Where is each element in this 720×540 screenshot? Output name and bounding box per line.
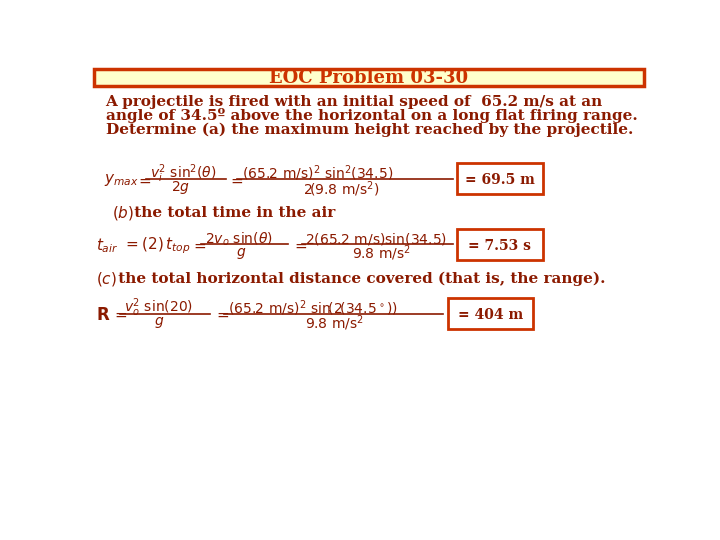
Text: $v_o^2\ \mathrm{sin}(20)$: $v_o^2\ \mathrm{sin}(20)$ <box>124 297 193 320</box>
Text: $\mathbf{R}$: $\mathbf{R}$ <box>96 307 111 323</box>
Text: $2g$: $2g$ <box>171 179 189 197</box>
Text: $=$: $=$ <box>137 173 153 187</box>
Text: $(65.2\ \mathrm{m/s})^2\ \mathrm{sin}\!\left(2\!\left(34.5^\circ\right)\right)$: $(65.2\ \mathrm{m/s})^2\ \mathrm{sin}\!\… <box>228 298 398 318</box>
Text: the total time in the air: the total time in the air <box>129 206 335 220</box>
Text: A projectile is fired with an initial speed of  65.2 m/s at an: A projectile is fired with an initial sp… <box>106 94 603 109</box>
Text: $g$: $g$ <box>235 246 246 261</box>
Text: angle of 34.5º above the horizontal on a long flat firing range.: angle of 34.5º above the horizontal on a… <box>106 108 637 123</box>
Text: $=$: $=$ <box>191 239 207 253</box>
Text: EOC Problem 03-30: EOC Problem 03-30 <box>269 69 469 86</box>
FancyBboxPatch shape <box>457 164 543 194</box>
Text: = 7.53 s: = 7.53 s <box>469 239 531 253</box>
Text: $=$: $=$ <box>214 308 230 322</box>
Text: $(65.2\ \mathrm{m/s})^2\ \mathrm{sin}^2(34.5)$: $(65.2\ \mathrm{m/s})^2\ \mathrm{sin}^2(… <box>242 164 393 183</box>
Text: = 69.5 m: = 69.5 m <box>465 173 535 187</box>
Text: $9.8\ \mathrm{m/s}^2$: $9.8\ \mathrm{m/s}^2$ <box>352 244 411 263</box>
Text: $9.8\ \mathrm{m/s}^2$: $9.8\ \mathrm{m/s}^2$ <box>305 313 364 333</box>
Text: $2\!\left(9.8\ \mathrm{m/s}^2\right)$: $2\!\left(9.8\ \mathrm{m/s}^2\right)$ <box>303 179 379 199</box>
Text: $t_{air}$: $t_{air}$ <box>96 237 119 255</box>
Text: $\mathit{(b)}$: $\mathit{(b)}$ <box>112 204 134 221</box>
FancyBboxPatch shape <box>457 229 543 260</box>
Text: $=$: $=$ <box>228 173 244 187</box>
Text: $g$: $g$ <box>154 315 165 330</box>
Text: $2(65.2\ \mathrm{m/s})\mathrm{sin}(34.5)$: $2(65.2\ \mathrm{m/s})\mathrm{sin}(34.5)… <box>305 231 448 247</box>
Text: Determine (a) the maximum height reached by the projectile.: Determine (a) the maximum height reached… <box>106 122 633 137</box>
Text: $\mathit{(c)}$: $\mathit{(c)}$ <box>96 270 117 288</box>
Text: = 404 m: = 404 m <box>458 308 523 322</box>
Text: $2v_o\ \mathrm{sin}(\theta)$: $2v_o\ \mathrm{sin}(\theta)$ <box>204 230 273 247</box>
Text: the total horizontal distance covered (that is, the range).: the total horizontal distance covered (t… <box>113 272 606 286</box>
Text: $v_i^2\ \mathrm{sin}^2(\theta)$: $v_i^2\ \mathrm{sin}^2(\theta)$ <box>150 162 217 185</box>
Text: $=(2)\,t_{top}$: $=(2)\,t_{top}$ <box>122 235 190 256</box>
FancyBboxPatch shape <box>94 69 644 86</box>
FancyBboxPatch shape <box>448 298 534 329</box>
Text: $=$: $=$ <box>112 308 127 322</box>
Text: $=$: $=$ <box>292 239 307 253</box>
Text: $y_{max}$: $y_{max}$ <box>104 172 139 188</box>
